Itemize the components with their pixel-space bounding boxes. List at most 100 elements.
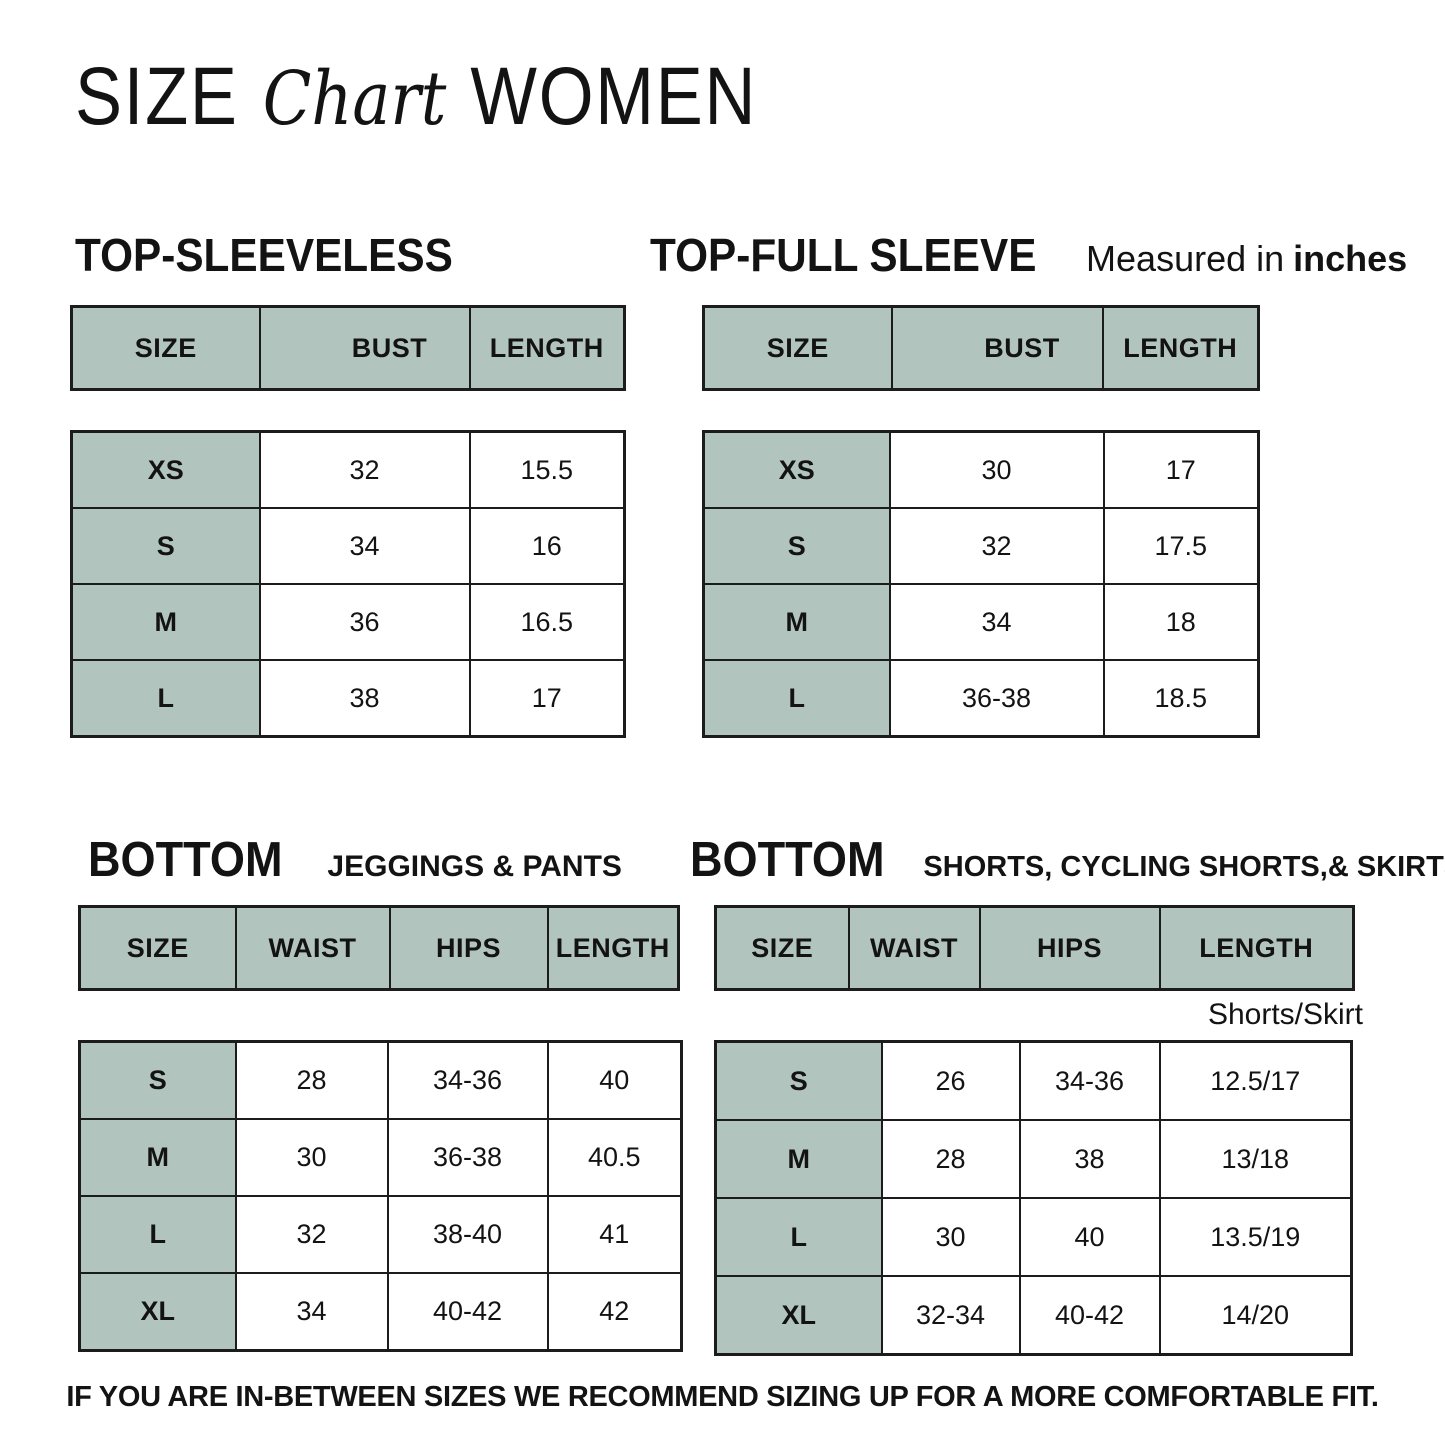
table-row: L 30 40 13.5/19 bbox=[714, 1197, 1353, 1277]
waist-value-cell: 28 bbox=[880, 1119, 1021, 1199]
size-label-cell: XS bbox=[70, 430, 261, 509]
length-value-cell: 17 bbox=[468, 659, 626, 738]
subheading-shorts-skirts: SHORTS, CYCLING SHORTS,& SKIRTS bbox=[923, 851, 1445, 883]
hips-value-cell: 40-42 bbox=[386, 1272, 549, 1352]
bust-value-cell: 34 bbox=[258, 507, 471, 585]
length-value-cell: 14/20 bbox=[1158, 1275, 1353, 1356]
top-full-sleeve-body-table: XS 30 17 S 32 17.5 M 34 18 L 36-38 18.5 bbox=[702, 430, 1260, 738]
bust-value-cell: 32 bbox=[888, 507, 1105, 585]
size-label-cell: S bbox=[714, 1040, 883, 1121]
title-word-size: SIZE bbox=[75, 51, 239, 142]
size-label-cell: M bbox=[70, 583, 261, 661]
shorts-skirt-note: Shorts/Skirt bbox=[1207, 998, 1363, 1031]
hips-value-cell: 34-36 bbox=[1018, 1040, 1161, 1121]
waist-value-cell: 34 bbox=[234, 1272, 389, 1352]
length-value-cell: 16.5 bbox=[468, 583, 626, 661]
size-label-cell: L bbox=[714, 1197, 883, 1277]
column-header-size: SIZE bbox=[714, 905, 850, 991]
table-row: XS 32 15.5 bbox=[70, 430, 626, 509]
inches-note: inches bbox=[1293, 238, 1408, 279]
length-value-cell: 13/18 bbox=[1158, 1119, 1353, 1199]
table-header-row: SIZE BUST LENGTH bbox=[702, 305, 1260, 391]
table-row: S 34 16 bbox=[70, 507, 626, 585]
section-heading-top-full-sleeve: TOP-FULL SLEEVE Measured in inches bbox=[650, 228, 1407, 282]
length-value-cell: 15.5 bbox=[468, 430, 626, 509]
waist-value-cell: 32-34 bbox=[880, 1275, 1021, 1356]
bottom-jeggings-header-table: SIZE WAIST HIPS LENGTH bbox=[78, 905, 680, 991]
size-label-cell: XL bbox=[714, 1275, 883, 1356]
column-header-length: LENGTH bbox=[468, 305, 626, 391]
column-header-size: SIZE bbox=[78, 905, 237, 991]
size-label-cell: M bbox=[714, 1119, 883, 1199]
size-label-cell: XS bbox=[702, 430, 891, 509]
table-row: S 28 34-36 40 bbox=[78, 1040, 683, 1120]
bust-value-cell: 34 bbox=[888, 583, 1105, 661]
length-value-cell: 17 bbox=[1102, 430, 1260, 509]
table-header-row: SIZE WAIST HIPS LENGTH bbox=[714, 905, 1355, 991]
bust-value-cell: 30 bbox=[888, 430, 1105, 509]
size-label-cell: L bbox=[70, 659, 261, 738]
length-value-cell: 18 bbox=[1102, 583, 1260, 661]
table-row: M 36 16.5 bbox=[70, 583, 626, 661]
table-row: S 26 34-36 12.5/17 bbox=[714, 1040, 1353, 1121]
column-header-hips: HIPS bbox=[978, 905, 1161, 991]
length-value-cell: 41 bbox=[546, 1195, 683, 1274]
heading-top-sleeveless: TOP-SLEEVELESS bbox=[75, 229, 453, 281]
length-value-cell: 40 bbox=[546, 1040, 683, 1120]
column-header-size: SIZE bbox=[70, 305, 261, 391]
size-label-cell: M bbox=[702, 583, 891, 661]
table-row: L 38 17 bbox=[70, 659, 626, 738]
waist-value-cell: 26 bbox=[880, 1040, 1021, 1121]
length-value-cell: 13.5/19 bbox=[1158, 1197, 1353, 1277]
hips-value-cell: 38-40 bbox=[386, 1195, 549, 1274]
page-title: SIZE Chart WOMEN bbox=[75, 51, 758, 142]
section-heading-top-sleeveless: TOP-SLEEVELESS bbox=[75, 228, 453, 282]
size-label-cell: XL bbox=[78, 1272, 237, 1352]
heading-bottom: BOTTOM bbox=[88, 833, 283, 887]
column-header-bust: BUST bbox=[890, 305, 1104, 391]
column-header-waist: WAIST bbox=[847, 905, 981, 991]
waist-value-cell: 30 bbox=[234, 1118, 389, 1197]
bottom-jeggings-body-table: S 28 34-36 40 M 30 36-38 40.5 L 32 38-40… bbox=[78, 1040, 683, 1352]
subheading-jeggings-pants: JEGGINGS & PANTS bbox=[327, 850, 622, 883]
table-row: XS 30 17 bbox=[702, 430, 1260, 509]
top-sleeveless-header-table: SIZE BUST LENGTH bbox=[70, 305, 626, 391]
length-value-cell: 18.5 bbox=[1102, 659, 1260, 738]
table-row: XL 34 40-42 42 bbox=[78, 1272, 683, 1352]
column-header-length: LENGTH bbox=[1101, 305, 1260, 391]
column-header-bust: BUST bbox=[258, 305, 471, 391]
table-row: M 28 38 13/18 bbox=[714, 1119, 1353, 1199]
section-heading-bottom-jeggings: BOTTOM JEGGINGS & PANTS bbox=[88, 832, 622, 888]
size-label-cell: S bbox=[70, 507, 261, 585]
bust-value-cell: 36-38 bbox=[888, 659, 1105, 738]
table-row: S 32 17.5 bbox=[702, 507, 1260, 585]
table-row: M 34 18 bbox=[702, 583, 1260, 661]
table-header-row: SIZE BUST LENGTH bbox=[70, 305, 626, 391]
title-word-chart-script: Chart bbox=[262, 56, 447, 142]
column-header-waist: WAIST bbox=[234, 905, 391, 991]
table-header-row: SIZE WAIST HIPS LENGTH bbox=[78, 905, 680, 991]
size-label-cell: L bbox=[78, 1195, 237, 1274]
bottom-shorts-body-table: S 26 34-36 12.5/17 M 28 38 13/18 L 30 40… bbox=[714, 1040, 1353, 1356]
title-word-women: WOMEN bbox=[470, 51, 758, 142]
hips-value-cell: 34-36 bbox=[386, 1040, 549, 1120]
hips-value-cell: 38 bbox=[1018, 1119, 1161, 1199]
length-value-cell: 12.5/17 bbox=[1158, 1040, 1353, 1121]
column-header-length: LENGTH bbox=[1158, 905, 1355, 991]
length-value-cell: 40.5 bbox=[546, 1118, 683, 1197]
measured-in-note: Measured in bbox=[1086, 238, 1285, 279]
hips-value-cell: 40 bbox=[1018, 1197, 1161, 1277]
section-heading-bottom-shorts: BOTTOM SHORTS, CYCLING SHORTS,& SKIRTS bbox=[690, 832, 1445, 888]
column-header-length: LENGTH bbox=[546, 905, 680, 991]
waist-value-cell: 28 bbox=[234, 1040, 389, 1120]
waist-value-cell: 30 bbox=[880, 1197, 1021, 1277]
waist-value-cell: 32 bbox=[234, 1195, 389, 1274]
bust-value-cell: 32 bbox=[258, 430, 471, 509]
table-row: XL 32-34 40-42 14/20 bbox=[714, 1275, 1353, 1356]
column-header-size: SIZE bbox=[702, 305, 893, 391]
heading-bottom: BOTTOM bbox=[690, 833, 885, 887]
table-row: L 32 38-40 41 bbox=[78, 1195, 683, 1274]
length-value-cell: 42 bbox=[546, 1272, 683, 1352]
top-sleeveless-body-table: XS 32 15.5 S 34 16 M 36 16.5 L 38 17 bbox=[70, 430, 626, 738]
